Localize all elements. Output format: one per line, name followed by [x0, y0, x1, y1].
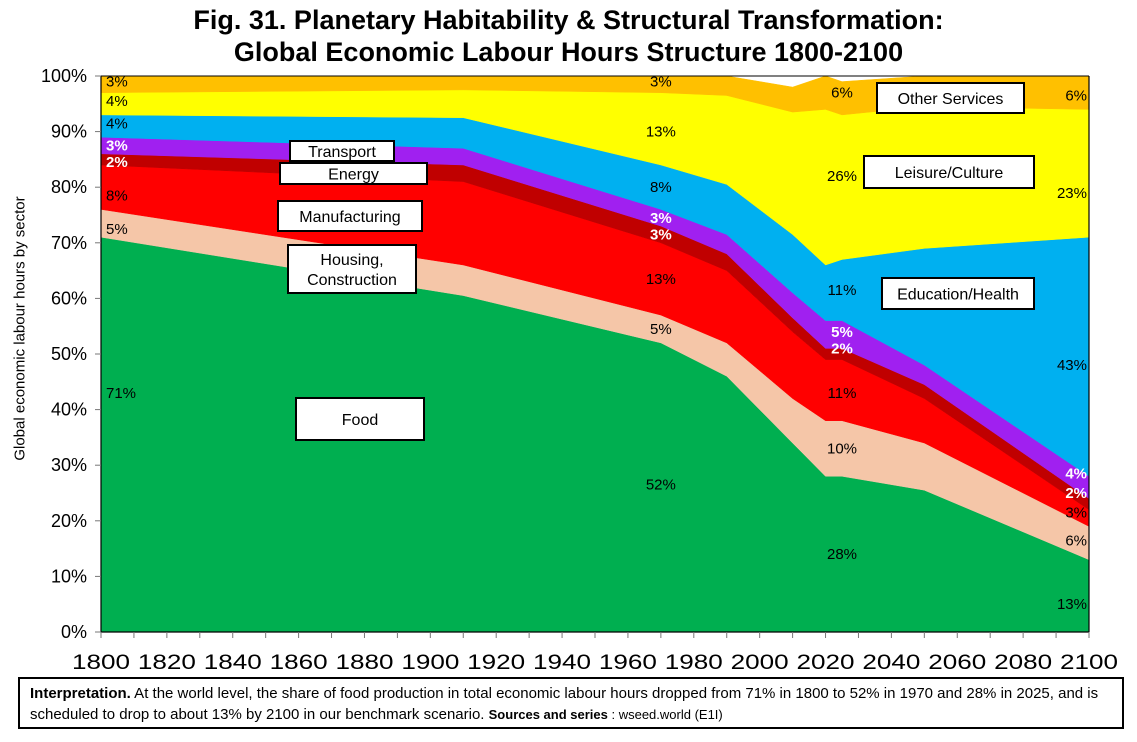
annotation-label: Energy — [328, 167, 379, 184]
data-label: 3% — [106, 138, 128, 155]
annotation-housing-construction: Housing, Construction — [287, 244, 417, 294]
interpretation-text: At the world level, the share of food pr… — [30, 685, 1099, 723]
x-tick-label: 1920 — [467, 651, 525, 674]
annotation-leisure-culture: Leisure/Culture — [863, 155, 1035, 189]
x-tick-label: 2100 — [1060, 651, 1118, 674]
annotation-transport: Transport — [289, 140, 395, 162]
data-label: 2% — [1065, 485, 1087, 502]
x-tick-label: 1960 — [599, 651, 657, 674]
interpretation-lead: Interpretation. — [30, 685, 131, 702]
y-tick-label: 50% — [51, 344, 87, 364]
annotation-label: Construction — [307, 272, 397, 289]
annotation-box — [863, 155, 1035, 189]
x-tick-label: 1880 — [335, 651, 393, 674]
data-label: 11% — [828, 385, 857, 402]
data-label: 3% — [650, 226, 672, 243]
y-tick-label: 80% — [51, 177, 87, 197]
annotation-box — [287, 244, 417, 294]
y-tick-label: 10% — [51, 566, 87, 586]
data-label: 71% — [106, 385, 136, 402]
x-tick-label: 2080 — [994, 651, 1052, 674]
data-label: 26% — [827, 168, 857, 185]
data-label: 5% — [106, 221, 128, 238]
annotation-box — [279, 162, 428, 185]
annotation-label: Other Services — [898, 91, 1004, 108]
data-label: 13% — [646, 124, 676, 141]
data-label: 11% — [828, 282, 857, 299]
data-label: 3% — [1065, 504, 1087, 521]
data-label: 52% — [646, 477, 676, 494]
x-tick-label: 2000 — [731, 651, 789, 674]
sources-label: Sources and series — [488, 707, 608, 722]
annotation-box — [881, 277, 1035, 310]
stacked-area-chart: 0% 10% 20% 30% 40% 50% 60% 70% 80% 90% 100% 1800 182… — [41, 66, 1118, 674]
data-label: 13% — [646, 271, 676, 288]
annotation-box — [277, 200, 423, 232]
data-label: 3% — [650, 74, 672, 91]
axes-group: 0% 10% 20% 30% 40% 50% 60% 70% 80% 90% 100% 1800 182… — [41, 66, 1118, 674]
annotation-manufacturing: Manufacturing — [277, 200, 423, 232]
annotation-box — [295, 397, 425, 441]
y-tick-label: 70% — [51, 233, 87, 253]
data-label: 5% — [650, 321, 672, 338]
data-label: 8% — [106, 188, 128, 205]
x-tick-label: 1980 — [665, 651, 723, 674]
x-tick-label: 2020 — [797, 651, 855, 674]
data-label: 4% — [106, 115, 128, 132]
x-tick-label: 1900 — [401, 651, 459, 674]
annotation-energy: Energy — [279, 162, 428, 185]
annotation-label: Education/Health — [897, 287, 1019, 304]
y-tick-label: 20% — [51, 511, 87, 531]
y-tick-label: 30% — [51, 455, 87, 475]
data-label: 4% — [1065, 466, 1087, 483]
annotation-label: Housing, — [320, 252, 383, 269]
data-label: 8% — [650, 179, 672, 196]
data-label: 6% — [831, 85, 853, 102]
annotation-food: Food — [295, 397, 425, 441]
data-label: 13% — [1057, 596, 1087, 613]
annotation-other-services: Other Services — [876, 82, 1025, 114]
data-label: 3% — [106, 74, 128, 91]
data-label: 5% — [831, 324, 853, 341]
y-tick-label: 60% — [51, 288, 87, 308]
annotation-boxes-group: Food Housing, Construction Manufacturing Ene… — [277, 82, 1035, 441]
y-axis-label: Global economic labour hours by sector — [11, 196, 29, 461]
interpretation-box: Interpretation. At the world level, the … — [18, 677, 1124, 729]
chart-title-line-2: Global Economic Labour Hours Structure 1… — [233, 37, 904, 67]
data-label: 10% — [827, 441, 857, 458]
data-label: 6% — [1065, 87, 1087, 104]
data-label: 3% — [650, 210, 672, 227]
data-label: 2% — [106, 154, 128, 171]
y-tick-label: 90% — [51, 122, 87, 142]
data-labels-group: 71%5%8%2%3%4%4%3%52%5%13%3%3%8%13%3%28%1… — [106, 74, 1087, 614]
data-label: 2% — [831, 340, 853, 357]
x-tick-label: 1840 — [204, 651, 262, 674]
y-tick-label: 0% — [61, 622, 87, 642]
y-tick-label: 100% — [41, 66, 87, 86]
annotation-education-health: Education/Health — [881, 277, 1035, 310]
annotation-label: Transport — [308, 144, 376, 161]
annotation-box — [289, 140, 395, 162]
annotation-label: Manufacturing — [299, 209, 400, 226]
data-label: 4% — [106, 93, 128, 110]
data-label: 28% — [827, 546, 857, 563]
x-tick-label: 1860 — [270, 651, 328, 674]
x-tick-label: 1940 — [533, 651, 591, 674]
x-tick-label: 2040 — [862, 651, 920, 674]
annotation-label: Food — [342, 412, 378, 429]
x-tick-label: 1800 — [72, 651, 130, 674]
x-tick-label: 1820 — [138, 651, 196, 674]
data-label: 23% — [1057, 185, 1087, 202]
x-tick-label: 2060 — [928, 651, 986, 674]
y-tick-label: 40% — [51, 400, 87, 420]
data-label: 43% — [1057, 357, 1087, 374]
chart-title: Fig. 31. Planetary Habitability & Struct… — [0, 4, 1137, 68]
annotation-label: Leisure/Culture — [895, 165, 1004, 182]
chart-title-line-1: Fig. 31. Planetary Habitability & Struct… — [193, 5, 944, 35]
annotation-box — [876, 82, 1025, 114]
sources-value: : wseed.world (E1I) — [607, 707, 723, 722]
data-label: 6% — [1065, 532, 1087, 549]
